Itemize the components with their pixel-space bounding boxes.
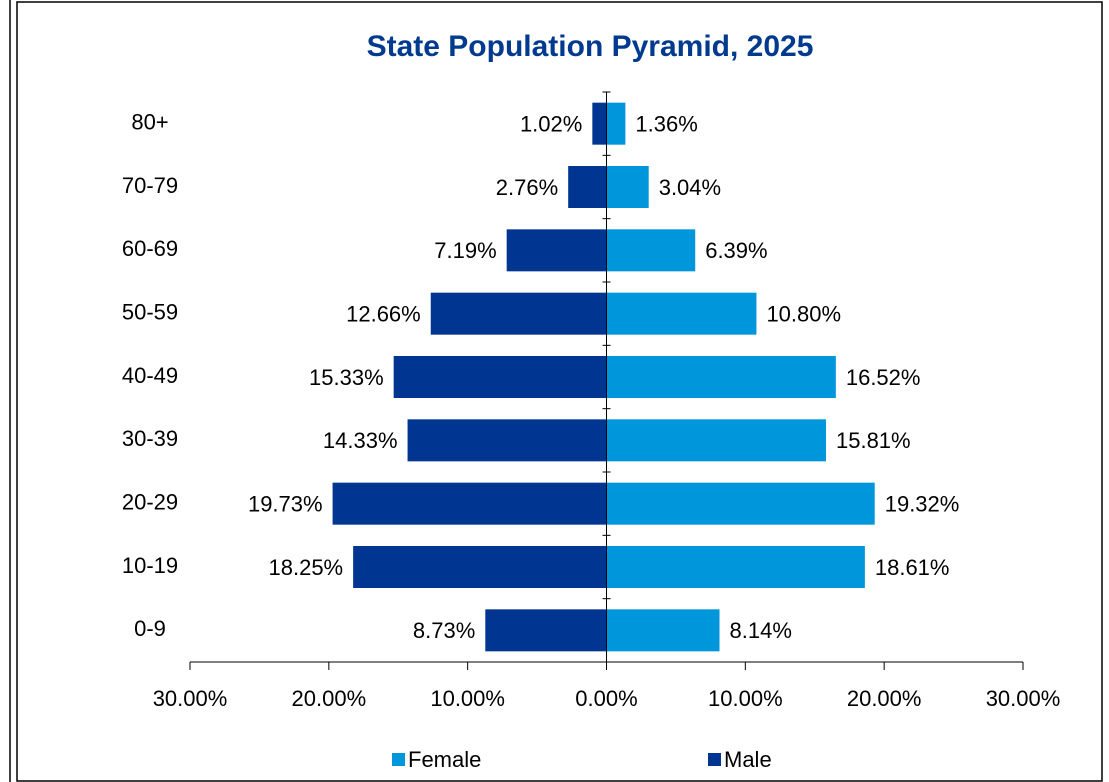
legend-label: Female — [408, 747, 481, 772]
y-tick-label: 50-59 — [122, 299, 178, 324]
y-tick-label: 40-49 — [122, 363, 178, 388]
y-tick-label: 80+ — [131, 109, 168, 134]
data-label: 14.33% — [323, 428, 398, 453]
x-tick-label: 0.00% — [575, 686, 637, 711]
data-label: 15.33% — [309, 365, 384, 390]
bar — [606, 229, 696, 272]
data-label: 1.36% — [635, 111, 697, 136]
legend-swatch — [708, 753, 721, 766]
chart-title: State Population Pyramid, 2025 — [367, 30, 814, 63]
y-tick-label: 60-69 — [122, 236, 178, 261]
data-label: 18.61% — [875, 555, 950, 580]
data-label: 15.81% — [836, 428, 911, 453]
legend-swatch — [392, 753, 405, 766]
data-label: 10.80% — [766, 301, 841, 326]
data-label: 7.19% — [434, 238, 496, 263]
x-tick-label: 10.00% — [430, 686, 505, 711]
data-label: 8.14% — [730, 618, 792, 643]
bar — [568, 166, 607, 208]
data-label: 2.76% — [496, 175, 558, 200]
x-tick-label: 20.00% — [292, 686, 367, 711]
data-label: 1.02% — [520, 111, 582, 136]
bar — [353, 546, 607, 588]
bar — [592, 102, 607, 145]
y-tick-label: 0-9 — [134, 616, 166, 641]
bar — [606, 166, 649, 208]
data-label: 8.73% — [413, 618, 475, 643]
bar — [606, 356, 836, 398]
x-tick-label: 30.00% — [986, 686, 1061, 711]
y-tick-label: 30-39 — [122, 426, 178, 451]
y-tick-label: 10-19 — [122, 553, 178, 578]
bar — [606, 609, 720, 652]
bar — [506, 229, 607, 272]
y-tick-label: 20-29 — [122, 489, 178, 514]
bar — [606, 546, 865, 588]
bar — [430, 292, 607, 335]
chart-frame — [16, 1, 1103, 782]
data-label: 19.32% — [885, 491, 960, 516]
bar — [332, 482, 607, 525]
data-label: 3.04% — [659, 175, 721, 200]
data-label: 12.66% — [346, 301, 421, 326]
data-label: 19.73% — [248, 491, 323, 516]
data-label: 6.39% — [705, 238, 767, 263]
bar — [485, 609, 607, 652]
x-tick-label: 20.00% — [847, 686, 922, 711]
x-tick-label: 30.00% — [153, 686, 228, 711]
bar — [393, 356, 607, 398]
bar — [606, 482, 875, 525]
y-tick-label: 70-79 — [122, 173, 178, 198]
bar — [606, 102, 626, 145]
data-label: 18.25% — [269, 555, 344, 580]
x-tick-label: 10.00% — [708, 686, 783, 711]
legend-label: Male — [724, 747, 772, 772]
bar — [407, 419, 607, 462]
data-label: 16.52% — [846, 365, 921, 390]
bar — [606, 292, 757, 335]
bar — [606, 419, 826, 462]
